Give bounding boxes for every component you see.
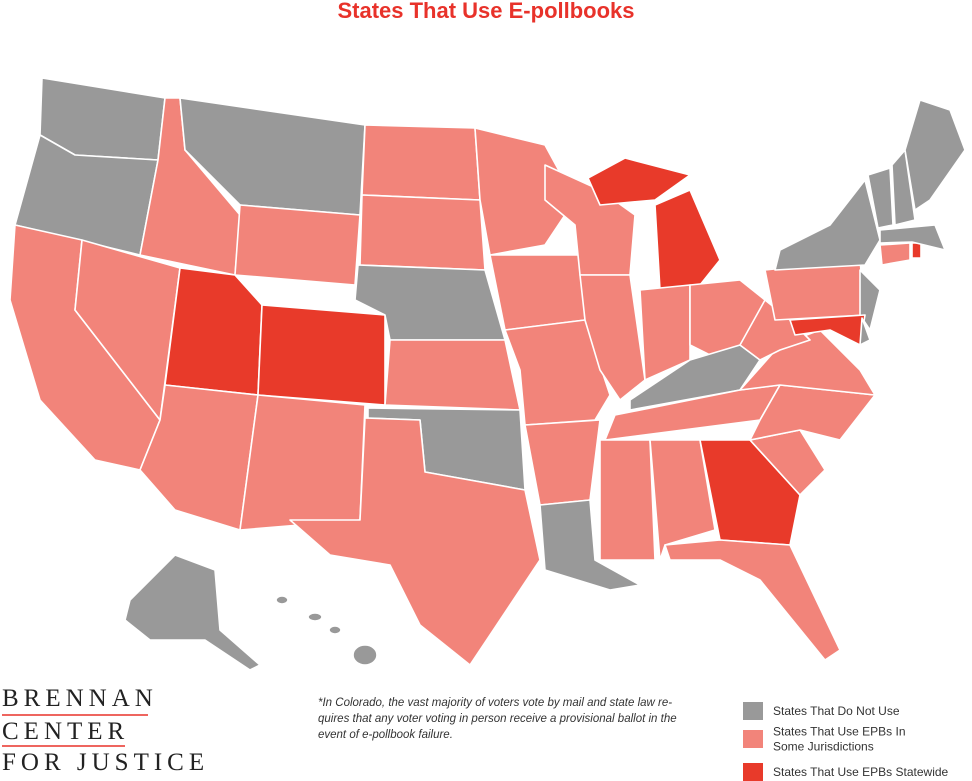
note-line: *In Colorado, the vast majority of voter… (318, 697, 672, 709)
state-hi (275, 595, 289, 605)
legend: States That Do Not Use States That Use EP… (743, 702, 949, 781)
state-ny (774, 179, 881, 271)
title: States That Use E-pollbooks (337, 0, 634, 23)
state-nh (891, 149, 916, 226)
state-mi (654, 189, 721, 291)
state-ct (879, 242, 911, 266)
state-hi (328, 625, 342, 635)
logo: BRENNAN CENTER FOR JUSTICE (2, 685, 209, 776)
note-line: event of e-pollbook failure. (318, 729, 453, 741)
state-hi (352, 644, 378, 666)
state-ak (124, 554, 261, 671)
state-ma (879, 224, 946, 251)
legend-label: Some Jurisdictions (773, 740, 874, 754)
state-ri (911, 242, 922, 259)
legend-label: States That Use EPBs Statewide (773, 765, 949, 779)
state-tx (289, 417, 541, 666)
state-ar (524, 419, 601, 506)
state-fl (664, 539, 841, 661)
legend-label: States That Do Not Use (773, 704, 900, 718)
state-ia (489, 254, 586, 331)
state-al (649, 439, 716, 561)
note-line: quires that any voter voting in person r… (318, 713, 677, 725)
state-co (257, 304, 386, 406)
legend-swatch (743, 763, 763, 781)
state-de (859, 317, 871, 346)
legend-label: States That Use EPBs In (773, 725, 906, 739)
state-nd (361, 124, 481, 201)
state-ga (699, 439, 801, 546)
states (9, 77, 966, 671)
logo-line: BRENNAN (2, 685, 158, 712)
state-ks (384, 339, 521, 411)
state-la (539, 499, 641, 591)
state-nm (239, 394, 366, 531)
state-mn (474, 127, 576, 256)
logo-line: CENTER (2, 718, 129, 745)
state-wy (234, 204, 361, 286)
state-me (904, 99, 966, 211)
legend-swatch (743, 730, 763, 748)
state-vt (867, 167, 894, 229)
state-ms (599, 439, 656, 561)
state-mi-upper (587, 157, 691, 206)
state-wv (739, 299, 811, 361)
state-hi (307, 612, 323, 622)
state-sd (359, 194, 486, 271)
state-il (579, 274, 646, 401)
state-ut (164, 267, 263, 396)
state-md (789, 314, 866, 346)
legend-swatch (743, 702, 763, 720)
note: *In Colorado, the vast majority of voter… (318, 697, 677, 741)
logo-line: FOR JUSTICE (2, 749, 209, 776)
